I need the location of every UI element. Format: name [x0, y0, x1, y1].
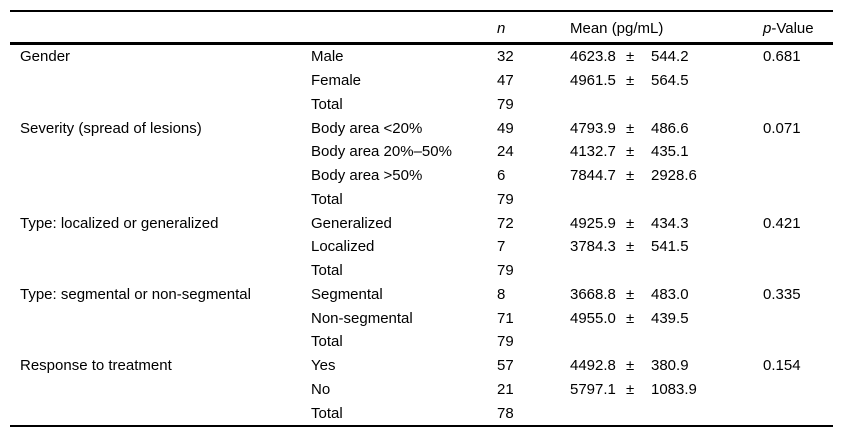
table-row: Response to treatment Yes 57 4492.8 ±380.9 0.…	[10, 354, 833, 378]
cell-sd: 1083.9	[651, 380, 697, 398]
cell-sd: 380.9	[651, 357, 689, 375]
cell-n: 78	[497, 404, 514, 422]
cell-n: 6	[497, 167, 506, 185]
cell-n: 8	[497, 285, 506, 303]
cell-n: 7	[497, 238, 506, 256]
row-subcategory: Body area <20%	[311, 119, 423, 137]
cell-n: 57	[497, 357, 514, 375]
cell-pvalue: 0.071	[763, 119, 801, 137]
cell-mean: 3784.3	[570, 238, 616, 256]
cell-n: 21	[497, 380, 514, 398]
cell-mean: 4955.0	[570, 309, 616, 327]
table-row: Type: segmental or non-segmental Segmenta…	[10, 283, 833, 307]
row-subcategory: Total	[311, 95, 343, 113]
row-subcategory: Generalized	[311, 214, 392, 232]
col-header-n: n	[497, 20, 506, 37]
row-group-label: Severity (spread of lesions)	[20, 119, 202, 137]
cell-pvalue: 0.421	[763, 214, 801, 232]
table-row: Body area >50% 6 7844.7 ±2928.6	[10, 164, 833, 188]
cell-mean: 4492.8	[570, 357, 616, 375]
cell-sd: 564.5	[651, 72, 689, 90]
table-row: Female 47 4961.5 ±564.5	[10, 69, 833, 93]
plus-minus-sign: ±	[626, 119, 635, 137]
cell-mean: 4793.9	[570, 119, 616, 137]
cell-n: 79	[497, 190, 514, 208]
statistics-table: n Mean (pg/mL) p-Value Gender Male 32 4623.…	[10, 10, 833, 427]
cell-n: 47	[497, 72, 514, 90]
cell-mean: 4132.7	[570, 143, 616, 161]
table-row: Total 79	[10, 259, 833, 283]
cell-mean: 7844.7	[570, 167, 616, 185]
cell-sd: 483.0	[651, 285, 689, 303]
table-header-row: n Mean (pg/mL) p-Value	[10, 12, 833, 45]
cell-n: 72	[497, 214, 514, 232]
row-subcategory: Total	[311, 262, 343, 280]
cell-sd: 439.5	[651, 309, 689, 327]
cell-mean: 4961.5	[570, 72, 616, 90]
plus-minus-sign: ±	[626, 238, 635, 256]
row-subcategory: No	[311, 380, 331, 398]
table-row: Type: localized or generalized Generalize…	[10, 211, 833, 235]
table-row: Gender Male 32 4623.8 ±544.2 0.681	[10, 45, 833, 69]
cell-n: 32	[497, 48, 514, 66]
cell-sd: 486.6	[651, 119, 689, 137]
table-row: Body area 20%–50% 24 4132.7 ±435.1	[10, 140, 833, 164]
plus-minus-sign: ±	[626, 72, 635, 90]
cell-sd: 544.2	[651, 48, 689, 66]
row-subcategory: Body area 20%–50%	[311, 143, 452, 161]
cell-sd: 2928.6	[651, 167, 697, 185]
row-subcategory: Localized	[311, 238, 375, 256]
row-subcategory: Segmental	[311, 285, 383, 303]
row-group-label: Gender	[20, 48, 71, 66]
table-row: Severity (spread of lesions) Body area <2…	[10, 116, 833, 140]
row-subcategory: Female	[311, 72, 362, 90]
plus-minus-sign: ±	[626, 214, 635, 232]
row-subcategory: Total	[311, 190, 343, 208]
row-group-label: Type: localized or generalized	[20, 214, 219, 232]
table-row: Total 78	[10, 401, 833, 425]
row-subcategory: Body area >50%	[311, 167, 423, 185]
cell-mean: 4925.9	[570, 214, 616, 232]
cell-n: 79	[497, 333, 514, 351]
cell-n: 71	[497, 309, 514, 327]
cell-pvalue: 0.335	[763, 285, 801, 303]
plus-minus-sign: ±	[626, 48, 635, 66]
row-subcategory: Yes	[311, 357, 336, 375]
cell-mean: 5797.1	[570, 380, 616, 398]
plus-minus-sign: ±	[626, 285, 635, 303]
row-subcategory: Total	[311, 333, 343, 351]
plus-minus-sign: ±	[626, 309, 635, 327]
cell-pvalue: 0.681	[763, 48, 801, 66]
col-header-pvalue: p-Value	[763, 20, 833, 37]
cell-n: 79	[497, 262, 514, 280]
table-body: Gender Male 32 4623.8 ±544.2 0.681 Female 47 496…	[10, 45, 833, 427]
row-subcategory: Non-segmental	[311, 309, 413, 327]
table-row: Total 79	[10, 188, 833, 212]
table-row: Total 79	[10, 330, 833, 354]
pvalue-header-rest: -Value	[771, 20, 814, 37]
row-subcategory: Male	[311, 48, 344, 66]
row-group-label: Response to treatment	[20, 357, 172, 375]
plus-minus-sign: ±	[626, 167, 635, 185]
cell-n: 49	[497, 119, 514, 137]
table-row: Non-segmental 71 4955.0 ±439.5	[10, 306, 833, 330]
cell-sd: 435.1	[651, 143, 689, 161]
table-row: Localized 7 3784.3 ±541.5	[10, 235, 833, 259]
table-row: Total 79	[10, 93, 833, 117]
cell-pvalue: 0.154	[763, 357, 801, 375]
cell-mean: 4623.8	[570, 48, 616, 66]
table-row: No 21 5797.1 ±1083.9	[10, 378, 833, 402]
cell-n: 79	[497, 95, 514, 113]
cell-mean: 3668.8	[570, 285, 616, 303]
row-subcategory: Total	[311, 404, 343, 422]
pvalue-header-italic-p: p	[763, 20, 772, 37]
col-header-mean: Mean (pg/mL)	[570, 20, 664, 37]
plus-minus-sign: ±	[626, 357, 635, 375]
cell-n: 24	[497, 143, 514, 161]
row-group-label: Type: segmental or non-segmental	[20, 285, 251, 303]
plus-minus-sign: ±	[626, 380, 635, 398]
cell-sd: 434.3	[651, 214, 689, 232]
plus-minus-sign: ±	[626, 143, 635, 161]
cell-sd: 541.5	[651, 238, 689, 256]
